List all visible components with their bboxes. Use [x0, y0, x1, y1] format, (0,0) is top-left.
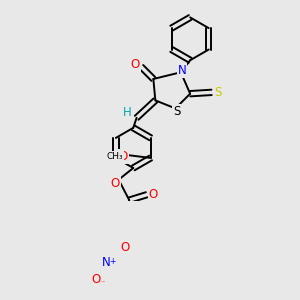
Text: O: O: [120, 241, 129, 254]
Text: ⁻: ⁻: [100, 279, 105, 288]
Text: S: S: [214, 86, 222, 99]
Text: O: O: [118, 150, 128, 163]
Text: O: O: [149, 188, 158, 201]
Text: +: +: [109, 256, 116, 266]
Text: N: N: [101, 256, 110, 269]
Text: N: N: [178, 64, 187, 77]
Text: S: S: [173, 105, 181, 118]
Text: O: O: [111, 177, 120, 190]
Text: O: O: [92, 273, 101, 286]
Text: O: O: [131, 58, 140, 71]
Text: CH₃: CH₃: [106, 152, 123, 161]
Text: H: H: [123, 106, 132, 119]
